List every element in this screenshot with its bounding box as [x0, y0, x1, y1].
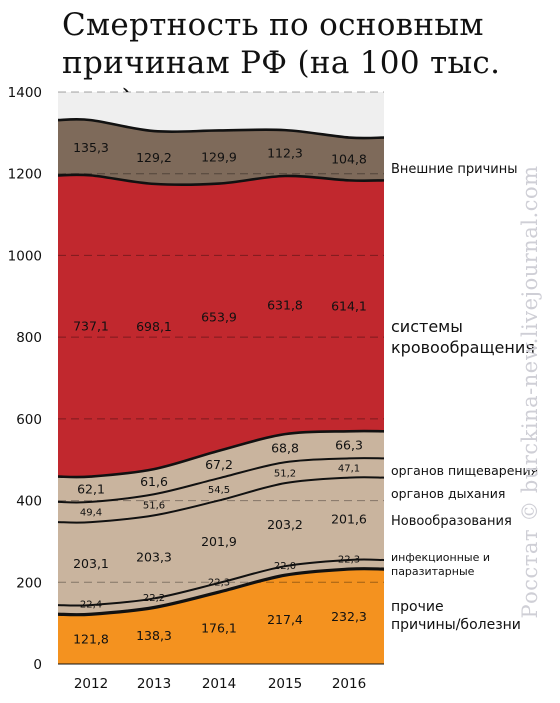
- data-label-digestive-2012: 62,1: [77, 482, 105, 497]
- x-tick-2015: 2015: [268, 676, 302, 692]
- legend-label-digestive: органов пищеварения: [391, 463, 538, 478]
- data-label-infectious-2013: 22,2: [143, 593, 165, 604]
- data-label-respiratory-2016: 47,1: [338, 464, 360, 475]
- data-label-neoplasms-2016: 201,6: [331, 511, 367, 526]
- boundary-line-infectious: [57, 558, 385, 607]
- data-label-digestive-2013: 61,6: [140, 474, 168, 489]
- legend-label-respiratory: органов дыхания: [391, 486, 505, 501]
- chart-title: Смертность по основным причинам РФ (на 1…: [62, 6, 542, 120]
- data-label-circulatory-2013: 698,1: [136, 319, 172, 334]
- data-label-circulatory-2012: 737,1: [73, 318, 109, 333]
- y-tick-200: 200: [16, 575, 42, 591]
- data-label-other-2014: 176,1: [201, 621, 237, 636]
- data-label-neoplasms-2012: 203,1: [73, 556, 109, 571]
- watermark-text: Росстат © burckina-new.livejournal.com: [518, 165, 542, 619]
- boundary-line-respiratory: [57, 457, 385, 504]
- title-line-2: причинам РФ (на 100 тыс. чел): [62, 45, 501, 119]
- data-label-digestive-2016: 66,3: [335, 437, 363, 452]
- boundary-line-neoplasms: [57, 476, 385, 524]
- legend-label-external: Внешние причины: [391, 162, 517, 177]
- data-label-circulatory-2014: 653,9: [201, 310, 237, 325]
- area-digestive: [58, 431, 384, 503]
- area-respiratory: [58, 458, 384, 523]
- data-label-neoplasms-2015: 203,2: [267, 517, 303, 532]
- boundary-line-circulatory: [57, 173, 385, 187]
- y-tick-800: 800: [16, 330, 42, 346]
- data-label-neoplasms-2013: 203,3: [136, 549, 172, 564]
- y-tick-400: 400: [16, 494, 42, 510]
- legend-label-circulatory: системы: [391, 317, 463, 336]
- area-circulatory: [58, 174, 384, 478]
- y-tick-600: 600: [16, 412, 42, 428]
- area-external: [58, 119, 384, 185]
- data-label-neoplasms-2014: 201,9: [201, 534, 237, 549]
- data-label-other-2013: 138,3: [136, 628, 172, 643]
- data-label-circulatory-2016: 614,1: [331, 298, 367, 313]
- data-label-respiratory-2012: 49,4: [80, 508, 102, 519]
- data-label-infectious-2012: 22,4: [80, 600, 102, 611]
- title-line-1: Смертность по основным: [62, 7, 484, 43]
- x-tick-2013: 2013: [137, 676, 171, 692]
- data-label-infectious-2014: 22,3: [208, 578, 230, 589]
- data-label-external-2014: 129,9: [201, 150, 237, 165]
- boundary-line-digestive: [57, 429, 385, 479]
- y-tick-0: 0: [33, 657, 42, 673]
- data-label-external-2013: 129,2: [136, 150, 172, 165]
- legend-label-neoplasms: Новообразования: [391, 514, 512, 529]
- legend-label-circulatory-2: кровообращения: [391, 338, 535, 357]
- data-label-digestive-2014: 67,2: [205, 457, 233, 472]
- area-neoplasms: [58, 477, 384, 606]
- boundary-line-other: [57, 567, 385, 617]
- data-label-circulatory-2015: 631,8: [267, 298, 303, 313]
- data-label-external-2016: 104,8: [331, 151, 367, 166]
- y-tick-1000: 1000: [8, 248, 42, 264]
- data-label-respiratory-2014: 54,5: [208, 485, 230, 496]
- data-label-external-2015: 112,3: [267, 146, 303, 161]
- data-label-infectious-2016: 22,3: [338, 555, 360, 566]
- data-label-other-2015: 217,4: [267, 612, 303, 627]
- legend-label-infectious: инфекционные и: [391, 551, 490, 564]
- legend-label-other-2: причины/болезни: [391, 617, 521, 633]
- area-other: [58, 568, 384, 664]
- data-label-other-2012: 121,8: [73, 632, 109, 647]
- x-tick-2014: 2014: [202, 676, 236, 692]
- data-label-digestive-2015: 68,8: [271, 441, 299, 456]
- data-label-external-2012: 135,3: [73, 140, 109, 155]
- data-label-respiratory-2013: 51,6: [143, 500, 165, 511]
- legend-label-infectious-2: паразитарные: [391, 565, 475, 578]
- data-label-other-2016: 232,3: [331, 609, 367, 624]
- x-tick-2012: 2012: [74, 676, 108, 692]
- y-tick-1200: 1200: [8, 167, 42, 183]
- x-tick-2016: 2016: [332, 676, 366, 692]
- boundary-line-external: [57, 118, 385, 140]
- data-label-infectious-2015: 22,0: [274, 561, 296, 572]
- legend-label-other: прочие: [391, 599, 444, 615]
- data-label-respiratory-2015: 51,2: [274, 468, 296, 479]
- y-tick-1400: 1400: [8, 85, 42, 101]
